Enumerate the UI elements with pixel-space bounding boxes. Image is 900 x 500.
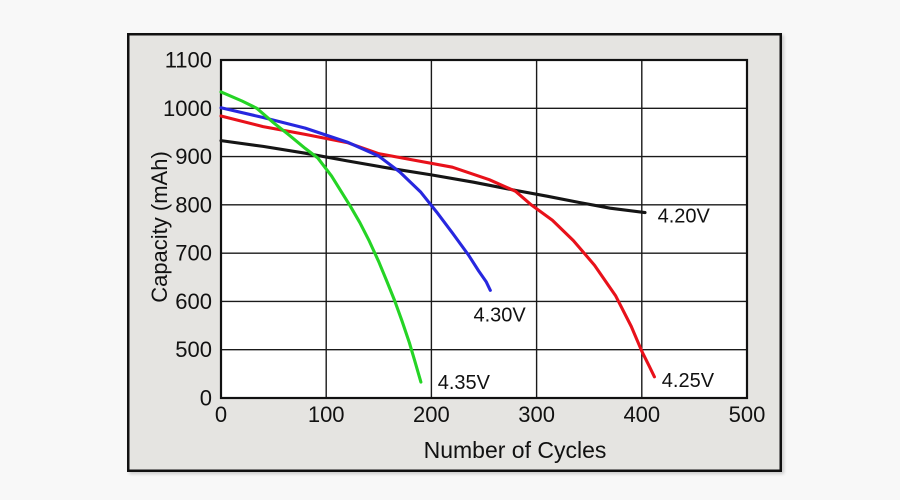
x-tick-label-5: 500 [729, 402, 766, 427]
curve-4.20V [219, 139, 647, 215]
y-tick-label-0: 1100 [165, 48, 212, 73]
plot-border [219, 58, 749, 400]
x-tick-label-0: 0 [215, 402, 227, 427]
y-tick-label-5: 600 [175, 289, 212, 314]
curve-label-4.35V: 4.35V [438, 372, 491, 394]
curve-4.35V [219, 90, 423, 384]
y-tick-label-4: 700 [175, 241, 212, 266]
y-tick-label-2: 900 [175, 144, 212, 169]
curve-4.30V [219, 106, 492, 292]
x-axis-title: Number of Cycles [424, 437, 607, 463]
curve-label-4.30V: 4.30V [473, 304, 526, 326]
x-tick-label-4: 400 [623, 402, 660, 427]
chart-panel: 4.20V 4.25V 4.30V 4.35V 0 100 200 300 400 500 1100… [127, 33, 782, 472]
x-tick-label-3: 300 [518, 402, 555, 427]
curve-label-4.20V: 4.20V [658, 205, 711, 227]
capacity-vs-cycles-chart: 4.20V 4.25V 4.30V 4.35V 0 100 200 300 400 500 1100… [127, 33, 782, 472]
y-tick-label-7: 0 [200, 386, 212, 411]
y-tick-label-1: 1000 [163, 96, 212, 121]
x-tick-label-2: 200 [413, 402, 450, 427]
plot-area [221, 60, 747, 398]
x-tick-label-1: 100 [308, 402, 345, 427]
y-tick-label-6: 500 [175, 337, 212, 362]
curve-label-4.25V: 4.25V [662, 370, 715, 392]
y-tick-label-3: 800 [175, 192, 212, 217]
y-axis-title: Capacity (mAh) [147, 151, 172, 303]
